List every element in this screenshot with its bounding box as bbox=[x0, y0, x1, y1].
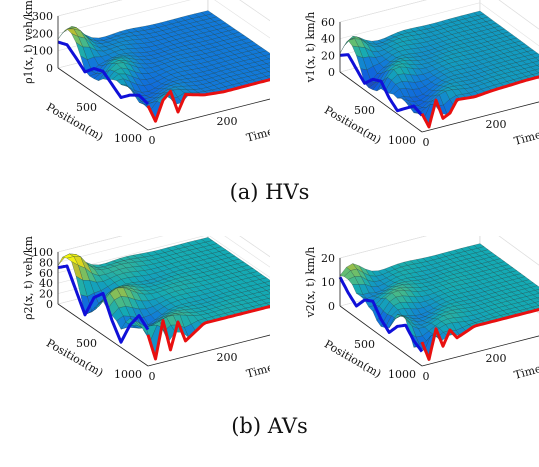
x-axis bbox=[57, 67, 149, 131]
y-axis-label: Time(s) bbox=[245, 121, 270, 144]
x-axis bbox=[57, 303, 149, 367]
z-gridline bbox=[57, 0, 299, 58]
z-axis-label: v2(x, t) km/h bbox=[304, 247, 317, 319]
z-tick-label: 300 bbox=[32, 10, 53, 23]
chart-rho2-surface: 02040608010050010000200400ρ2(x, t) veh/k… bbox=[22, 213, 313, 383]
x-tick-label: 1000 bbox=[388, 368, 416, 381]
y-tick-label: 0 bbox=[149, 370, 156, 383]
z-tick-label: 0 bbox=[328, 300, 335, 313]
z-tick-label: 200 bbox=[32, 27, 53, 40]
z-gridline bbox=[339, 2, 539, 47]
z-axis-label: ρ1(x, t) veh/km bbox=[22, 0, 35, 84]
x-tick-label: 500 bbox=[354, 338, 375, 351]
z-tick-label: 60 bbox=[321, 16, 335, 29]
plot-area: 0102050010000200400v2(x, t) km/hPosition… bbox=[304, 221, 539, 383]
y-tick-label: 200 bbox=[486, 352, 507, 365]
initial-profile-line bbox=[339, 53, 424, 117]
x-tick-label: 500 bbox=[76, 337, 97, 350]
initial-profile-line bbox=[57, 264, 150, 344]
panel-v1: 020406050010000200400v1(x, t) km/hPositi… bbox=[270, 0, 539, 170]
surface bbox=[339, 10, 539, 127]
surface bbox=[339, 243, 539, 359]
initial-profile-line bbox=[57, 40, 150, 106]
plot-area: 020406050010000200400v1(x, t) km/hPositi… bbox=[304, 0, 539, 149]
caption-hvs: (a) HVs bbox=[229, 180, 310, 204]
z-tick-label: 80 bbox=[39, 256, 53, 269]
z-tick-label: 60 bbox=[39, 267, 53, 280]
surface bbox=[57, 10, 299, 121]
z-tick-label: 40 bbox=[321, 33, 335, 46]
chart-rho1-surface: 010020030050010000200400ρ1(x, t) veh/kmP… bbox=[22, 0, 313, 147]
z-tick-label: 10 bbox=[321, 276, 335, 289]
panel-rho2: 02040608010050010000200400ρ2(x, t) veh/k… bbox=[0, 213, 313, 406]
z-gridline bbox=[57, 0, 299, 41]
x-tick-label: 1000 bbox=[114, 132, 142, 145]
caption-avs: (b) AVs bbox=[231, 414, 308, 438]
z-tick-label: 20 bbox=[321, 49, 335, 62]
y-tick-label: 200 bbox=[217, 351, 238, 364]
y-axis-label: Time(s) bbox=[245, 357, 270, 380]
z-tick-label: 0 bbox=[46, 298, 53, 311]
z-axis-label: ρ2(x, t) veh/km bbox=[22, 236, 35, 320]
y-tick-label: 200 bbox=[217, 115, 238, 128]
chart-v2-surface: 0102050010000200400v2(x, t) km/hPosition… bbox=[304, 221, 539, 383]
x-tick-label: 500 bbox=[76, 101, 97, 114]
z-tick-label: 20 bbox=[321, 252, 335, 265]
x-tick-label: 1000 bbox=[388, 134, 416, 147]
y-axis-label: Time(s) bbox=[513, 124, 539, 147]
z-tick-label: 100 bbox=[32, 246, 53, 259]
chart-v1-surface: 020406050010000200400v1(x, t) km/hPositi… bbox=[304, 0, 539, 149]
z-gridline bbox=[339, 0, 539, 30]
plot-area: 02040608010050010000200400ρ2(x, t) veh/k… bbox=[22, 213, 313, 383]
plot-area: 010020030050010000200400ρ1(x, t) veh/kmP… bbox=[22, 0, 313, 147]
y-tick-label: 200 bbox=[486, 118, 507, 131]
initial-profile-line bbox=[338, 276, 424, 353]
z-tick-label: 100 bbox=[32, 45, 53, 58]
surface bbox=[57, 237, 299, 358]
y-tick-label: 0 bbox=[149, 134, 156, 147]
y-tick-label: 0 bbox=[423, 370, 430, 383]
y-tick-label: 0 bbox=[423, 136, 430, 149]
z-axis-label: v1(x, t) km/h bbox=[304, 12, 317, 84]
z-tick-label: 40 bbox=[39, 277, 53, 290]
z-tick-label: 20 bbox=[39, 288, 53, 301]
panel-v2: 0102050010000200400v2(x, t) km/hPosition… bbox=[270, 221, 539, 406]
x-axis bbox=[339, 71, 423, 133]
x-axis bbox=[339, 305, 423, 367]
x-tick-label: 1000 bbox=[114, 368, 142, 381]
y-axis-label: Time(s) bbox=[513, 358, 539, 381]
panel-rho1: 010020030050010000200400ρ1(x, t) veh/kmP… bbox=[0, 0, 313, 170]
x-tick-label: 500 bbox=[354, 104, 375, 117]
z-tick-label: 0 bbox=[328, 66, 335, 79]
z-tick-label: 0 bbox=[46, 62, 53, 75]
